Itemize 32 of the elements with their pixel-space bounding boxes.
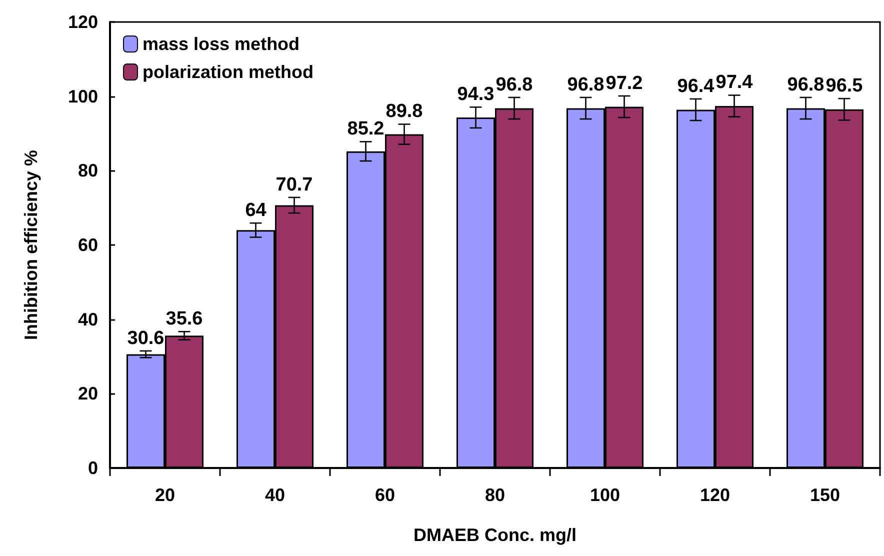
data-label: 96.4 (677, 76, 715, 97)
data-label: 94.3 (457, 84, 494, 106)
x-tick-label: 60 (374, 485, 396, 505)
data-label: 96.8 (567, 74, 604, 96)
data-label: 64 (245, 200, 267, 222)
data-label: 70.7 (276, 174, 313, 196)
y-axis-title: Inhibition efficiency % (21, 150, 41, 340)
y-tick-label: 0 (88, 458, 98, 478)
x-tick-label: 40 (264, 485, 286, 505)
y-tick-label: 120 (68, 12, 98, 32)
x-tick-label: 120 (700, 485, 730, 505)
x-axis-title: DMAEB Conc. mg/l (413, 525, 577, 545)
y-tick-label: 100 (68, 86, 98, 106)
legend-label: mass loss method (142, 34, 300, 54)
data-label: 85.2 (347, 118, 384, 140)
data-label: 97.2 (606, 72, 643, 94)
x-tick-label: 80 (484, 485, 506, 505)
x-tick-label: 100 (590, 485, 620, 505)
y-tick-label: 40 (78, 309, 98, 330)
data-label: 30.6 (127, 328, 164, 349)
x-tick-label: 20 (154, 485, 176, 505)
data-label: 97.4 (716, 72, 754, 94)
y-tick-label: 20 (78, 384, 98, 404)
data-label: 35.6 (166, 308, 203, 330)
y-tick-label: 80 (78, 160, 98, 181)
x-tick-label: 150 (810, 485, 840, 505)
data-label: 96.8 (496, 74, 533, 96)
y-tick-label: 60 (78, 235, 98, 255)
legend-label: polarization method (142, 62, 314, 82)
data-label: 96.8 (787, 74, 824, 96)
data-label: 89.8 (386, 101, 423, 122)
data-label: 96.5 (826, 76, 864, 97)
